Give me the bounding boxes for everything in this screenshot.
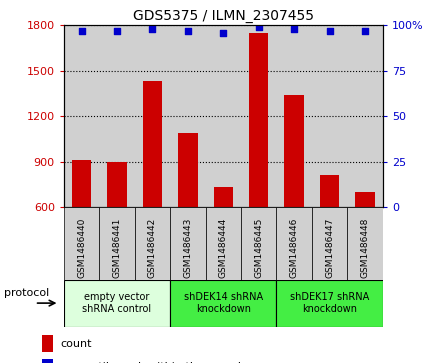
Bar bbox=[276, 207, 312, 280]
Text: percentile rank within the sample: percentile rank within the sample bbox=[60, 362, 248, 363]
Text: GSM1486445: GSM1486445 bbox=[254, 218, 263, 278]
Text: GSM1486442: GSM1486442 bbox=[148, 218, 157, 278]
Text: shDEK14 shRNA
knockdown: shDEK14 shRNA knockdown bbox=[184, 292, 263, 314]
Bar bbox=[107, 162, 127, 207]
Bar bbox=[64, 280, 170, 327]
Bar bbox=[312, 207, 347, 280]
Text: GSM1486440: GSM1486440 bbox=[77, 218, 86, 278]
Point bbox=[184, 28, 191, 34]
Point bbox=[255, 24, 262, 30]
Bar bbox=[347, 207, 383, 280]
Bar bbox=[205, 25, 241, 207]
Bar bbox=[178, 133, 198, 207]
Bar bbox=[312, 25, 347, 207]
Bar bbox=[276, 25, 312, 207]
Text: empty vector
shRNA control: empty vector shRNA control bbox=[82, 292, 151, 314]
Point bbox=[291, 26, 298, 32]
Bar bbox=[135, 207, 170, 280]
Bar bbox=[347, 25, 383, 207]
Text: count: count bbox=[60, 339, 92, 348]
Bar bbox=[143, 81, 162, 207]
Bar bbox=[42, 359, 53, 363]
Text: GSM1486446: GSM1486446 bbox=[290, 218, 299, 278]
Bar bbox=[64, 207, 99, 280]
Bar bbox=[241, 25, 276, 207]
Bar bbox=[99, 207, 135, 280]
Bar bbox=[72, 160, 91, 207]
Bar bbox=[276, 280, 383, 327]
Point bbox=[362, 28, 369, 34]
Text: protocol: protocol bbox=[4, 288, 50, 298]
Bar bbox=[170, 25, 205, 207]
Bar bbox=[64, 25, 99, 207]
Bar bbox=[284, 95, 304, 207]
Text: GSM1486448: GSM1486448 bbox=[360, 218, 370, 278]
Bar bbox=[356, 192, 375, 207]
Text: GSM1486441: GSM1486441 bbox=[113, 218, 121, 278]
Title: GDS5375 / ILMN_2307455: GDS5375 / ILMN_2307455 bbox=[133, 9, 314, 23]
Point bbox=[114, 28, 121, 34]
Text: GSM1486444: GSM1486444 bbox=[219, 218, 228, 278]
Bar bbox=[42, 335, 53, 351]
Bar bbox=[135, 25, 170, 207]
Bar bbox=[205, 207, 241, 280]
Bar bbox=[213, 187, 233, 207]
Text: GSM1486447: GSM1486447 bbox=[325, 218, 334, 278]
Point bbox=[326, 28, 333, 34]
Point bbox=[78, 28, 85, 34]
Bar bbox=[170, 207, 205, 280]
Text: GSM1486443: GSM1486443 bbox=[183, 218, 192, 278]
Text: shDEK17 shRNA
knockdown: shDEK17 shRNA knockdown bbox=[290, 292, 369, 314]
Bar bbox=[99, 25, 135, 207]
Bar bbox=[170, 280, 276, 327]
Bar bbox=[249, 33, 268, 207]
Bar bbox=[241, 207, 276, 280]
Point bbox=[149, 26, 156, 32]
Point bbox=[220, 30, 227, 36]
Bar bbox=[320, 175, 339, 207]
